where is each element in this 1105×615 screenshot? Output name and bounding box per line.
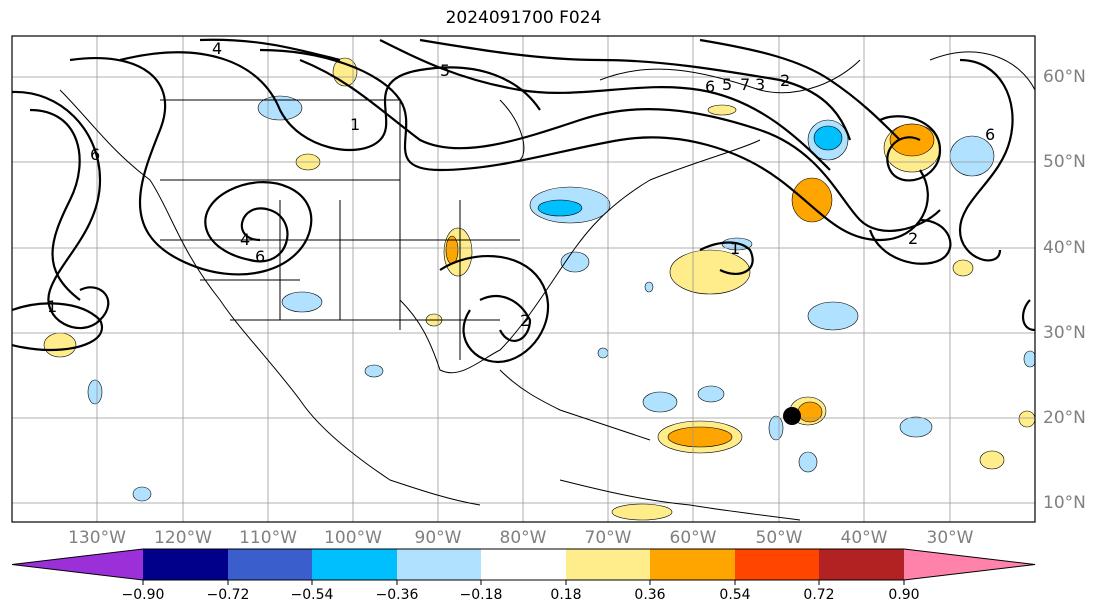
- colorbar-tick-label: 0.90: [888, 587, 920, 603]
- map-frame: [11, 35, 1036, 523]
- yellow-anomaly-region: [611, 503, 673, 521]
- lon-label-60w: 60°W: [669, 528, 717, 548]
- colorbar-segment: [481, 549, 566, 580]
- blue-anomaly-region: [537, 199, 583, 217]
- colorbar-segment: [397, 549, 481, 580]
- colorbar-segment: [228, 549, 312, 580]
- colorbar-tick-label: 0.18: [550, 587, 582, 603]
- contour-label: 6: [705, 77, 715, 96]
- blue-anomaly-region: [813, 125, 843, 151]
- lat-label-60n: 60°N: [1043, 67, 1086, 87]
- lon-label-80w: 80°W: [499, 528, 547, 548]
- orange-anomaly-region: [667, 426, 733, 448]
- map-title: 2024091700 F024: [445, 8, 602, 28]
- orange-anomaly-region: [889, 123, 935, 157]
- lon-label-30w: 30°W: [926, 528, 974, 548]
- contour-label: 6: [90, 145, 100, 164]
- yellow-anomaly-region: [707, 104, 737, 116]
- colorbar-tick-label: 0.36: [634, 587, 666, 603]
- colorbar-extend-max: [904, 549, 1035, 580]
- lon-label-50w: 50°W: [755, 528, 803, 548]
- light_blue-anomaly-region: [87, 379, 103, 405]
- contour-label: 5: [722, 75, 732, 94]
- colorbar-segment: [819, 549, 904, 580]
- lat-label-20n: 20°N: [1043, 408, 1086, 428]
- lon-label-40w: 40°W: [840, 528, 888, 548]
- lat-label-30n: 30°N: [1043, 323, 1086, 343]
- lat-label-10n: 10°N: [1043, 493, 1086, 513]
- colorbar-segment: [312, 549, 397, 580]
- contour-label: 1: [47, 297, 57, 316]
- colorbar-segment: [735, 549, 819, 580]
- orange-anomaly-region: [791, 177, 833, 223]
- light_blue-anomaly-region: [798, 451, 818, 473]
- lon-label-100w: 100°W: [324, 528, 382, 548]
- contour-label: 7: [740, 75, 750, 94]
- lat-label-50n: 50°N: [1043, 152, 1086, 172]
- lon-label-130w: 130°W: [68, 528, 126, 548]
- light_blue-anomaly-region: [364, 364, 384, 378]
- lat-label-40n: 40°N: [1043, 238, 1086, 258]
- contour-label: 2: [780, 71, 790, 90]
- light_blue-anomaly-region: [560, 251, 590, 273]
- light_blue-anomaly-region: [281, 291, 323, 313]
- colorbar-tick-label: −0.36: [375, 587, 419, 603]
- contour-lines: [12, 38, 1035, 363]
- contour-label: 1: [730, 239, 740, 258]
- light_blue-anomaly-region: [644, 281, 654, 293]
- colorbar-segment: [143, 549, 228, 580]
- light_blue-anomaly-region: [768, 415, 784, 441]
- contour-label: 2: [520, 311, 530, 330]
- contour-label: 6: [255, 247, 265, 266]
- contour-label-group: 1 1 1 2 2 2 3 4 4 5 5 6 6 6 6 7: [47, 39, 995, 330]
- contour-label: 4: [240, 230, 250, 249]
- yellow-anomaly-region: [979, 450, 1005, 470]
- light_blue-anomaly-region: [697, 385, 725, 403]
- storm-marker: [783, 407, 801, 425]
- yellow-anomaly-region: [952, 259, 974, 277]
- colorbar-segment: [566, 549, 650, 580]
- contour-label: 6: [985, 125, 995, 144]
- light_blue-anomaly-region: [899, 416, 933, 438]
- anomaly-shading: [43, 57, 1035, 521]
- lon-label-90w: 90°W: [414, 528, 462, 548]
- colorbar-tick-label: −0.54: [290, 587, 334, 603]
- light_blue-anomaly-region: [642, 391, 678, 413]
- colorbar-tick-label: −0.18: [459, 587, 503, 603]
- colorbar-tick-label: 0.72: [803, 587, 835, 603]
- lon-label-70w: 70°W: [584, 528, 632, 548]
- colorbar-extend-min: [12, 549, 143, 580]
- contour-label: 5: [440, 61, 450, 80]
- contour-label: 1: [350, 115, 360, 134]
- contour-label: 4: [212, 39, 222, 58]
- lon-label-120w: 120°W: [154, 528, 212, 548]
- yellow-anomaly-region: [669, 249, 751, 295]
- contour-label: 2: [908, 229, 918, 248]
- colorbar-segment: [650, 549, 735, 580]
- light_blue-anomaly-region: [1023, 350, 1035, 368]
- lon-label-110w: 110°W: [239, 528, 297, 548]
- yellow-anomaly-region: [1018, 410, 1035, 428]
- gridlines: [12, 36, 1035, 522]
- colorbar-tick-label: −0.72: [206, 587, 250, 603]
- light_blue-anomaly-region: [807, 301, 859, 331]
- light_blue-anomaly-region: [132, 486, 152, 502]
- colorbar-tick-label: −0.90: [121, 587, 165, 603]
- contour-label: 3: [755, 75, 765, 94]
- colorbar-tick-label: 0.54: [719, 587, 751, 603]
